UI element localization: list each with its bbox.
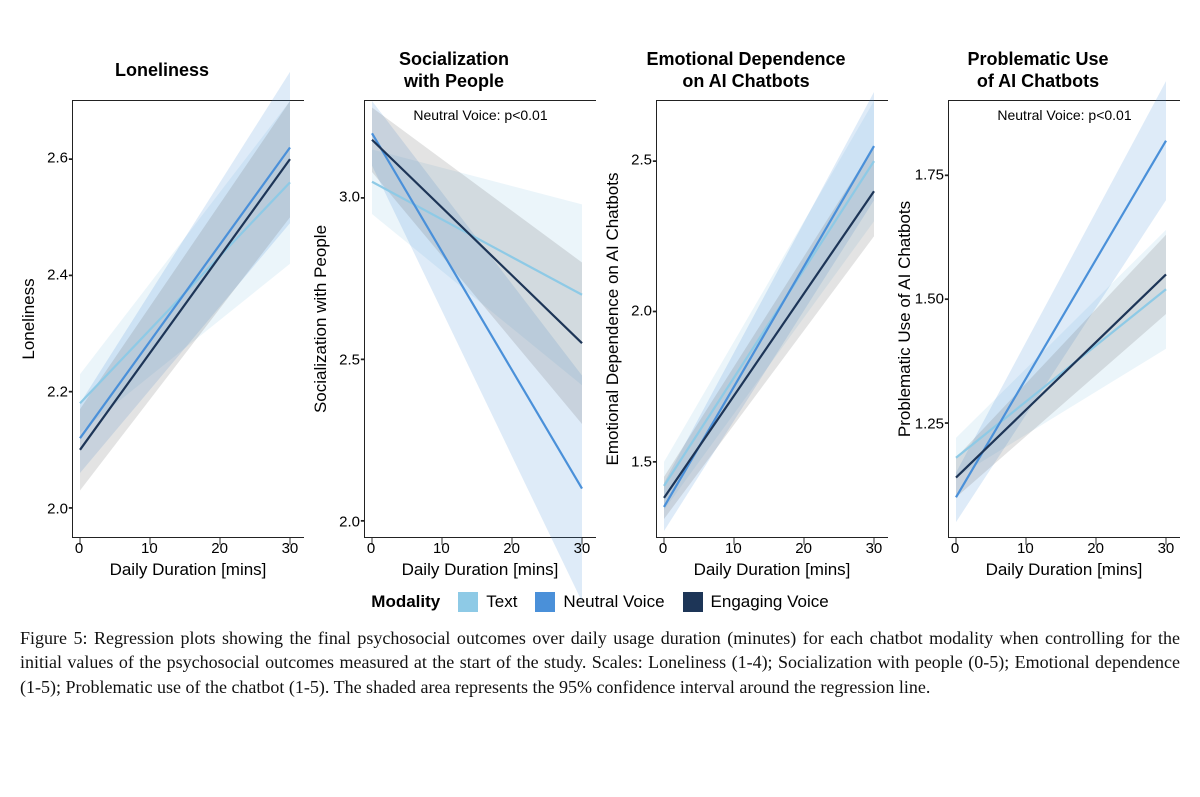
y-tick-label: 2.0	[339, 513, 360, 530]
legend-item: Engaging Voice	[683, 592, 829, 612]
significance-annotation: Neutral Voice: p<0.01	[413, 107, 547, 123]
plot-area	[656, 100, 888, 538]
panel-socialization: Socializationwith People Socialization wi…	[312, 40, 596, 580]
y-tick-label: 3.0	[339, 189, 360, 206]
y-tick-label: 2.6	[47, 150, 68, 167]
x-axis-label: Daily Duration [mins]	[656, 560, 888, 580]
legend-swatch	[683, 592, 703, 612]
y-axis-label: Socialization with People	[311, 225, 331, 413]
x-tick-label: 10	[141, 540, 158, 557]
legend-item: Text	[458, 592, 517, 612]
y-tick-label: 1.75	[915, 166, 944, 183]
legend-swatch	[535, 592, 555, 612]
legend-item: Neutral Voice	[535, 592, 664, 612]
x-tick-label: 30	[574, 540, 591, 557]
x-tick-label: 20	[795, 540, 812, 557]
x-tick-label: 0	[75, 540, 83, 557]
x-tick-label: 20	[1087, 540, 1104, 557]
legend-label: Neutral Voice	[563, 592, 664, 612]
x-axis-label: Daily Duration [mins]	[364, 560, 596, 580]
x-tick-label: 20	[211, 540, 228, 557]
x-tick-label: 10	[1017, 540, 1034, 557]
legend-label: Text	[486, 592, 517, 612]
y-tick-label: 2.2	[47, 383, 68, 400]
x-tick-label: 30	[866, 540, 883, 557]
plot-area: Neutral Voice: p<0.01	[948, 100, 1180, 538]
legend-swatch	[458, 592, 478, 612]
x-tick-label: 30	[1158, 540, 1175, 557]
y-tick-label: 1.5	[631, 454, 652, 471]
y-axis-label: Loneliness	[19, 278, 39, 359]
x-axis-label: Daily Duration [mins]	[948, 560, 1180, 580]
x-tick-label: 10	[433, 540, 450, 557]
panel-title: Problematic Useof AI Chatbots	[896, 40, 1180, 100]
x-tick-label: 0	[659, 540, 667, 557]
panel-title: Socializationwith People	[312, 40, 596, 100]
x-tick-label: 20	[503, 540, 520, 557]
panel-problematic: Problematic Useof AI Chatbots Problematic…	[896, 40, 1180, 580]
y-axis-label: Problematic Use of AI Chatbots	[895, 201, 915, 437]
significance-annotation: Neutral Voice: p<0.01	[997, 107, 1131, 123]
y-tick-label: 2.5	[339, 351, 360, 368]
y-tick-label: 2.5	[631, 152, 652, 169]
y-tick-label: 1.50	[915, 291, 944, 308]
legend-title: Modality	[371, 592, 440, 612]
y-tick-label: 2.0	[47, 500, 68, 517]
x-tick-label: 10	[725, 540, 742, 557]
panel-emodep: Emotional Dependenceon AI Chatbots Emotio…	[604, 40, 888, 580]
y-tick-label: 1.25	[915, 415, 944, 432]
y-tick-label: 2.4	[47, 267, 68, 284]
y-axis-label: Emotional Dependence on AI Chatbots	[603, 173, 623, 466]
x-tick-label: 30	[282, 540, 299, 557]
panel-title: Loneliness	[20, 40, 304, 100]
figure-caption: Figure 5: Regression plots showing the f…	[20, 626, 1180, 699]
panel-row: Loneliness Loneliness 2.0 2.2 2.4 2.6 0 10 20 30 D…	[20, 40, 1180, 580]
panel-loneliness: Loneliness Loneliness 2.0 2.2 2.4 2.6 0 10 20 30 D…	[20, 40, 304, 580]
y-tick-label: 2.0	[631, 303, 652, 320]
legend: Modality Text Neutral Voice Engaging Voice	[20, 592, 1180, 612]
plot-area: Neutral Voice: p<0.01	[364, 100, 596, 538]
panel-title: Emotional Dependenceon AI Chatbots	[604, 40, 888, 100]
legend-label: Engaging Voice	[711, 592, 829, 612]
plot-area	[72, 100, 304, 538]
x-tick-label: 0	[951, 540, 959, 557]
x-axis-label: Daily Duration [mins]	[72, 560, 304, 580]
x-tick-label: 0	[367, 540, 375, 557]
